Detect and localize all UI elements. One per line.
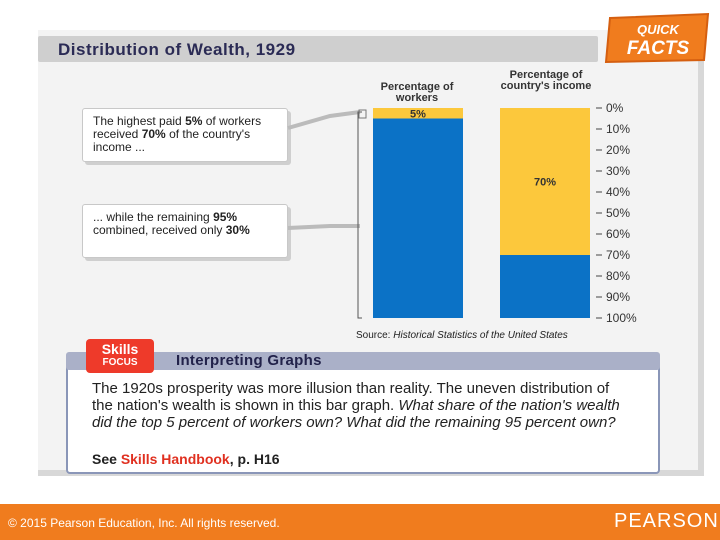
y-tick-label-4: 40%: [606, 185, 630, 199]
callout-top: The highest paid 5% of workers received …: [82, 108, 288, 162]
callout-top-mid1: of workers received: [93, 114, 262, 141]
y-tick-label-10: 100%: [606, 311, 637, 325]
bar-1-segment-0: [500, 108, 590, 255]
pearson-logo: PEARSON: [614, 510, 719, 532]
callout-top-b1: 5%: [185, 114, 203, 128]
source-title: Historical Statistics of the United Stat…: [393, 330, 568, 341]
top-bracket-marker: [358, 109, 367, 119]
skills-text-plain: The 1920s prosperity was more illusion t…: [92, 380, 610, 414]
skills-handbook-link[interactable]: Skills Handbook: [120, 451, 230, 467]
y-tick-label-8: 80%: [606, 269, 630, 283]
bar-0-segment-0: [373, 108, 463, 119]
column-header-income: Percentage of country's income: [500, 69, 592, 92]
skills-badge-line2: FOCUS: [102, 357, 138, 368]
skills-badge-line1: Skills: [101, 341, 139, 357]
footer-bar: [0, 504, 720, 540]
quick-facts-badge: QUICK FACTS: [604, 12, 710, 64]
chart-title: Distribution of Wealth, 1929: [58, 40, 296, 59]
skills-focus-badge: Skills FOCUS: [86, 339, 154, 373]
y-tick-label-1: 10%: [606, 122, 630, 136]
skills-heading-bar: [66, 352, 660, 370]
bar-0-data-label: 5%: [410, 108, 426, 120]
callout-bottom-mid1: combined, received only: [93, 223, 226, 237]
skills-ref-prefix: See: [92, 451, 121, 467]
y-tick-label-5: 50%: [606, 206, 630, 220]
callout-top-b2: 70%: [141, 127, 166, 141]
y-tick-label-6: 60%: [606, 227, 630, 241]
y-tick-label-0: 0%: [606, 101, 624, 115]
badge-line2: FACTS: [627, 38, 690, 59]
badge-line1: QUICK: [637, 22, 681, 37]
callout-top-pre: The highest paid: [93, 114, 186, 128]
title-bar: [38, 36, 598, 62]
callout-bottom-b1: 95%: [213, 210, 238, 224]
bar-0-segment-1: [373, 118, 463, 318]
y-tick-label-3: 30%: [606, 164, 630, 178]
skills-ref-suffix: , p. H16: [229, 451, 280, 467]
bar-1-data-label: 70%: [534, 177, 556, 189]
copyright-text: © 2015 Pearson Education, Inc. All right…: [8, 516, 280, 530]
column-header-workers: Percentage of workers: [380, 81, 454, 104]
left-bracket: [357, 111, 362, 319]
callout-bottom-pre: ... while the remaining: [93, 210, 214, 224]
skills-text-italic: What share of the nation's wealth did th…: [92, 397, 620, 431]
skills-heading: Interpreting Graphs: [176, 352, 322, 369]
callout-top-mid2: of the country's income ...: [93, 127, 251, 154]
callout-bottom: ... while the remaining 95% combined, re…: [82, 204, 288, 258]
y-tick-label-7: 70%: [606, 248, 630, 262]
chart-source: Source: Historical Statistics of the Uni…: [356, 330, 568, 341]
callout-bottom-b2: 30%: [225, 223, 250, 237]
y-tick-label-2: 20%: [606, 143, 630, 157]
bar-1-segment-1: [500, 255, 590, 318]
skills-question: The 1920s prosperity was more illusion t…: [92, 380, 632, 431]
y-tick-label-9: 90%: [606, 290, 630, 304]
skills-reference: See Skills Handbook, p. H16: [92, 451, 280, 467]
source-prefix: Source:: [356, 330, 394, 341]
